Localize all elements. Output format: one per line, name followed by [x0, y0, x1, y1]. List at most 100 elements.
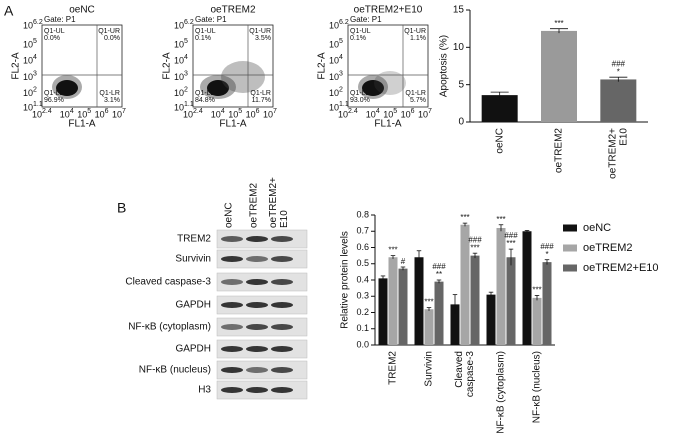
row-label: H3 [198, 385, 211, 396]
y-tick-exponent: 1.1 [184, 101, 194, 108]
y-tick-base: 10 [174, 102, 184, 112]
blot-band [271, 279, 293, 285]
blot-band [271, 256, 293, 262]
plot-frame [192, 24, 274, 108]
x-tick-label: oeTREM2 [554, 128, 565, 173]
y-axis-label: FL2-A [162, 52, 173, 80]
quadrant-name: Q1-UL [44, 28, 65, 35]
bar [522, 231, 532, 345]
quadrant-name: Q1-LL [44, 90, 64, 97]
quadrant-name: Q1-UR [98, 28, 120, 35]
y-tick-label: 0.1 [356, 323, 369, 333]
significance-label: *** [506, 239, 515, 248]
significance-label: *** [532, 286, 541, 295]
x-tick-label: Survivin [424, 351, 435, 387]
y-tick-base: 10 [23, 20, 33, 30]
quadrant-value: 5.7% [410, 97, 426, 104]
blot-band [221, 302, 243, 308]
x-tick-exponent: 7 [122, 108, 126, 115]
quadrant-value: 3.1% [104, 97, 120, 104]
significance-label: ### [540, 242, 554, 251]
y-axis-label: FL2-A [11, 52, 22, 80]
y-tick-exponent: 3 [184, 70, 188, 77]
column-label: oeNC [224, 202, 235, 228]
quadrant-name: Q1-UR [404, 28, 426, 35]
y-tick-label: 0.6 [356, 242, 369, 252]
bar [541, 30, 577, 123]
blot-band [246, 236, 268, 242]
y-tick-base: 10 [329, 40, 339, 50]
blot-band [271, 324, 293, 330]
legend-swatch [563, 224, 577, 232]
x-tick-exponent: 2.4 [348, 108, 358, 115]
y-tick-base: 10 [23, 88, 33, 98]
x-axis-label: FL1-A [219, 119, 247, 130]
y-tick-exponent: 4 [33, 54, 37, 61]
bar [398, 268, 408, 345]
y-tick-exponent: 2 [184, 86, 188, 93]
y-tick-exponent: 5 [33, 38, 37, 45]
panel-label: B [117, 200, 126, 216]
blot-band [221, 324, 243, 330]
y-tick-base: 10 [329, 72, 339, 82]
significance-label: *** [424, 298, 433, 307]
cluster-core [207, 80, 229, 96]
x-tick-label: oeTREM2+ [607, 128, 618, 179]
bar [542, 262, 552, 345]
legend-label: oeTREM2+E10 [583, 262, 659, 274]
x-tick-base: 10 [418, 109, 428, 119]
x-tick-exponent: 4 [376, 108, 380, 115]
y-tick-label: 0.3 [356, 291, 369, 301]
significance-label: *** [388, 246, 397, 255]
x-tick-exponent: 7 [428, 108, 432, 115]
blot-band [246, 324, 268, 330]
cell-cluster [200, 61, 265, 99]
y-tick-base: 10 [23, 102, 33, 112]
row-label: Survivin [175, 254, 211, 265]
significance-label: ### [432, 262, 446, 271]
quadrant-name: Q1-LR [250, 90, 271, 97]
quadrant-name: Q1-UR [249, 28, 271, 35]
column-label: E10 [279, 210, 290, 228]
y-tick-exponent: 4 [339, 54, 343, 61]
blot-band [271, 236, 293, 242]
blot-band [246, 387, 268, 393]
x-axis-label: FL1-A [68, 119, 96, 130]
y-tick-exponent: 2 [339, 86, 343, 93]
row-label: NF-κB (nucleus) [139, 365, 211, 376]
gate-label: Gate: P1 [350, 15, 382, 24]
y-tick-exponent: 3 [33, 70, 37, 77]
significance-label: # [401, 257, 406, 266]
y-tick-base: 10 [329, 88, 339, 98]
significance-label: * [617, 67, 620, 76]
y-tick-base: 10 [23, 72, 33, 82]
bar [486, 294, 496, 345]
y-axis-label: FL2-A [317, 52, 328, 80]
x-tick-exponent: 2.4 [193, 108, 203, 115]
x-tick-exponent: 6 [105, 108, 109, 115]
bar [496, 228, 506, 345]
column-label: oeTREM2 [249, 183, 260, 228]
y-tick-base: 10 [23, 56, 33, 66]
x-tick-exponent: 4 [70, 108, 74, 115]
legend-swatch [563, 264, 577, 272]
significance-label: ### [504, 231, 518, 240]
significance-label: *** [554, 19, 563, 28]
y-tick-exponent: 4 [184, 54, 188, 61]
bar [460, 224, 470, 345]
x-tick-exponent: 6 [256, 108, 260, 115]
blot-band [221, 279, 243, 285]
y-tick-label: 10 [453, 42, 465, 53]
x-tick-label: TREM2 [388, 351, 399, 385]
y-tick-exponent: 5 [339, 38, 343, 45]
x-tick-base: 10 [32, 109, 42, 119]
y-tick-label: 0.8 [356, 209, 369, 219]
y-tick-base: 10 [174, 40, 184, 50]
quadrant-value: 93.0% [350, 97, 370, 104]
blot-band [246, 256, 268, 262]
y-tick-label: 0.0 [356, 339, 369, 349]
y-tick-base: 10 [329, 20, 339, 30]
y-tick-exponent: 1.1 [339, 101, 349, 108]
x-tick-exponent: 5 [393, 108, 397, 115]
